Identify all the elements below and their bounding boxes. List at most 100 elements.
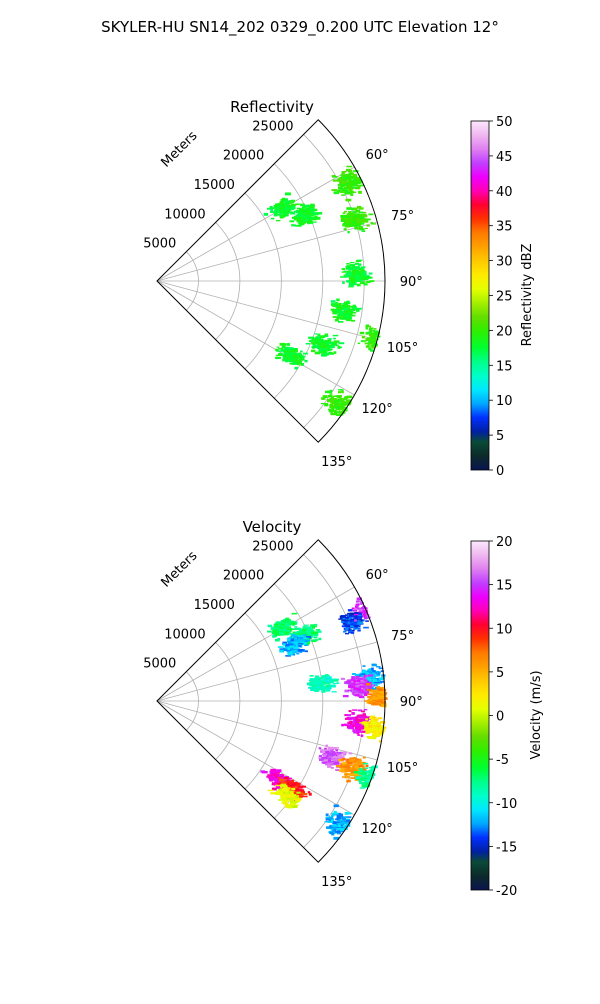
- echo-gate: [353, 170, 359, 173]
- echo-gate: [320, 749, 327, 752]
- echo-gate: [305, 629, 310, 632]
- echo-gate: [371, 726, 376, 730]
- echo-gate: [275, 786, 281, 789]
- echo-gate: [369, 327, 374, 330]
- echo-gate: [356, 597, 362, 601]
- echo-gate: [294, 366, 298, 370]
- echo-gate: [341, 171, 345, 175]
- echo-gate: [318, 338, 324, 341]
- echo-gate: [352, 304, 356, 308]
- colorbar-bar: [470, 120, 490, 471]
- echo-gate: [275, 628, 279, 631]
- echo-gate: [344, 313, 349, 316]
- echo-gate: [348, 189, 353, 192]
- echo-gate: [314, 687, 318, 690]
- echo-gate: [331, 175, 336, 177]
- echo-gate: [283, 627, 287, 631]
- echo-gate: [373, 733, 380, 736]
- echo-gate: [367, 669, 372, 672]
- echo-gate: [348, 283, 355, 287]
- echo-gate: [330, 764, 334, 766]
- echo-gate: [283, 632, 288, 635]
- echo-gate: [365, 764, 369, 768]
- echo-gate: [349, 619, 355, 622]
- echo-gate: [291, 358, 297, 361]
- echo-gate: [361, 770, 365, 772]
- echo-gate: [289, 633, 296, 635]
- echo-gate: [349, 678, 353, 681]
- echo-gate: [275, 784, 282, 787]
- echo-gate: [363, 777, 368, 779]
- echo-gate: [297, 353, 302, 357]
- echo-gate: [352, 724, 356, 727]
- echo-gate: [365, 767, 369, 769]
- echo-gate: [274, 209, 280, 213]
- echo-gate: [364, 716, 370, 719]
- echo-gate: [352, 191, 357, 194]
- echo-gate: [272, 635, 276, 638]
- echo-gate: [345, 822, 350, 826]
- echo-gate: [343, 819, 348, 821]
- echo-gate: [352, 609, 358, 612]
- colorbar-tick-label: 45: [496, 150, 513, 165]
- echo-gate: [325, 762, 328, 765]
- echo-gate: [319, 343, 324, 347]
- echo-gate: [373, 726, 378, 730]
- echo-gate: [317, 212, 323, 215]
- echo-gate: [343, 228, 347, 231]
- echo-gate: [377, 671, 380, 673]
- echo-gate: [351, 319, 356, 322]
- echo-gate: [354, 687, 359, 690]
- echo-gate: [296, 630, 303, 634]
- azimuth-tick-label: 120°: [361, 402, 392, 417]
- echo-gate: [344, 774, 348, 776]
- echo-gate: [368, 697, 374, 699]
- echo-gate: [366, 346, 373, 348]
- echo-gate: [327, 765, 332, 768]
- echo-gate: [358, 696, 363, 699]
- echo-gate: [361, 677, 366, 680]
- echo-gate: [314, 688, 318, 692]
- echo-gate: [270, 627, 276, 630]
- echo-gate: [351, 771, 355, 774]
- echo-gate: [365, 227, 368, 230]
- azimuth-tick-label: 75°: [391, 629, 414, 644]
- echo-gate: [269, 778, 274, 782]
- echo-gate: [279, 342, 286, 346]
- echo-gate: [317, 684, 321, 686]
- echo-gate: [338, 303, 342, 305]
- echo-gate: [370, 696, 376, 699]
- echo-gate: [360, 675, 367, 677]
- echo-gate: [347, 689, 352, 692]
- echo-gate: [267, 789, 274, 792]
- echo-gate: [305, 220, 312, 223]
- colorbar-tick-label: 50: [496, 115, 513, 130]
- echo-gate: [289, 636, 293, 640]
- echo-gate: [337, 755, 344, 758]
- echo-gate: [370, 683, 376, 685]
- echo-gate: [295, 788, 299, 792]
- azimuth-tick-label: 135°: [321, 875, 352, 890]
- echo-gate: [302, 212, 308, 216]
- echo-gate: [331, 189, 337, 192]
- echo-gate: [281, 782, 287, 785]
- echo-gate: [367, 773, 373, 776]
- echo-gate: [334, 312, 338, 315]
- echo-gate: [302, 792, 308, 796]
- velocity-colorbar: -20 -15 -10 -5 0 5 10 15 20: [470, 535, 517, 899]
- echo-gate: [364, 616, 368, 620]
- echo-gate: [287, 653, 293, 656]
- echo-gate: [281, 621, 286, 623]
- echo-gate: [356, 273, 361, 276]
- echo-gate: [358, 724, 363, 727]
- echo-gate: [286, 638, 291, 641]
- echo-gate: [324, 821, 330, 823]
- echo-gate: [318, 677, 324, 680]
- echo-gate: [372, 332, 378, 334]
- echo-gate: [337, 391, 342, 394]
- echo-gate: [368, 767, 375, 769]
- echo-gate: [325, 759, 332, 762]
- echo-gate: [308, 686, 314, 689]
- echo-gate: [324, 396, 328, 399]
- echo-gate: [286, 787, 291, 790]
